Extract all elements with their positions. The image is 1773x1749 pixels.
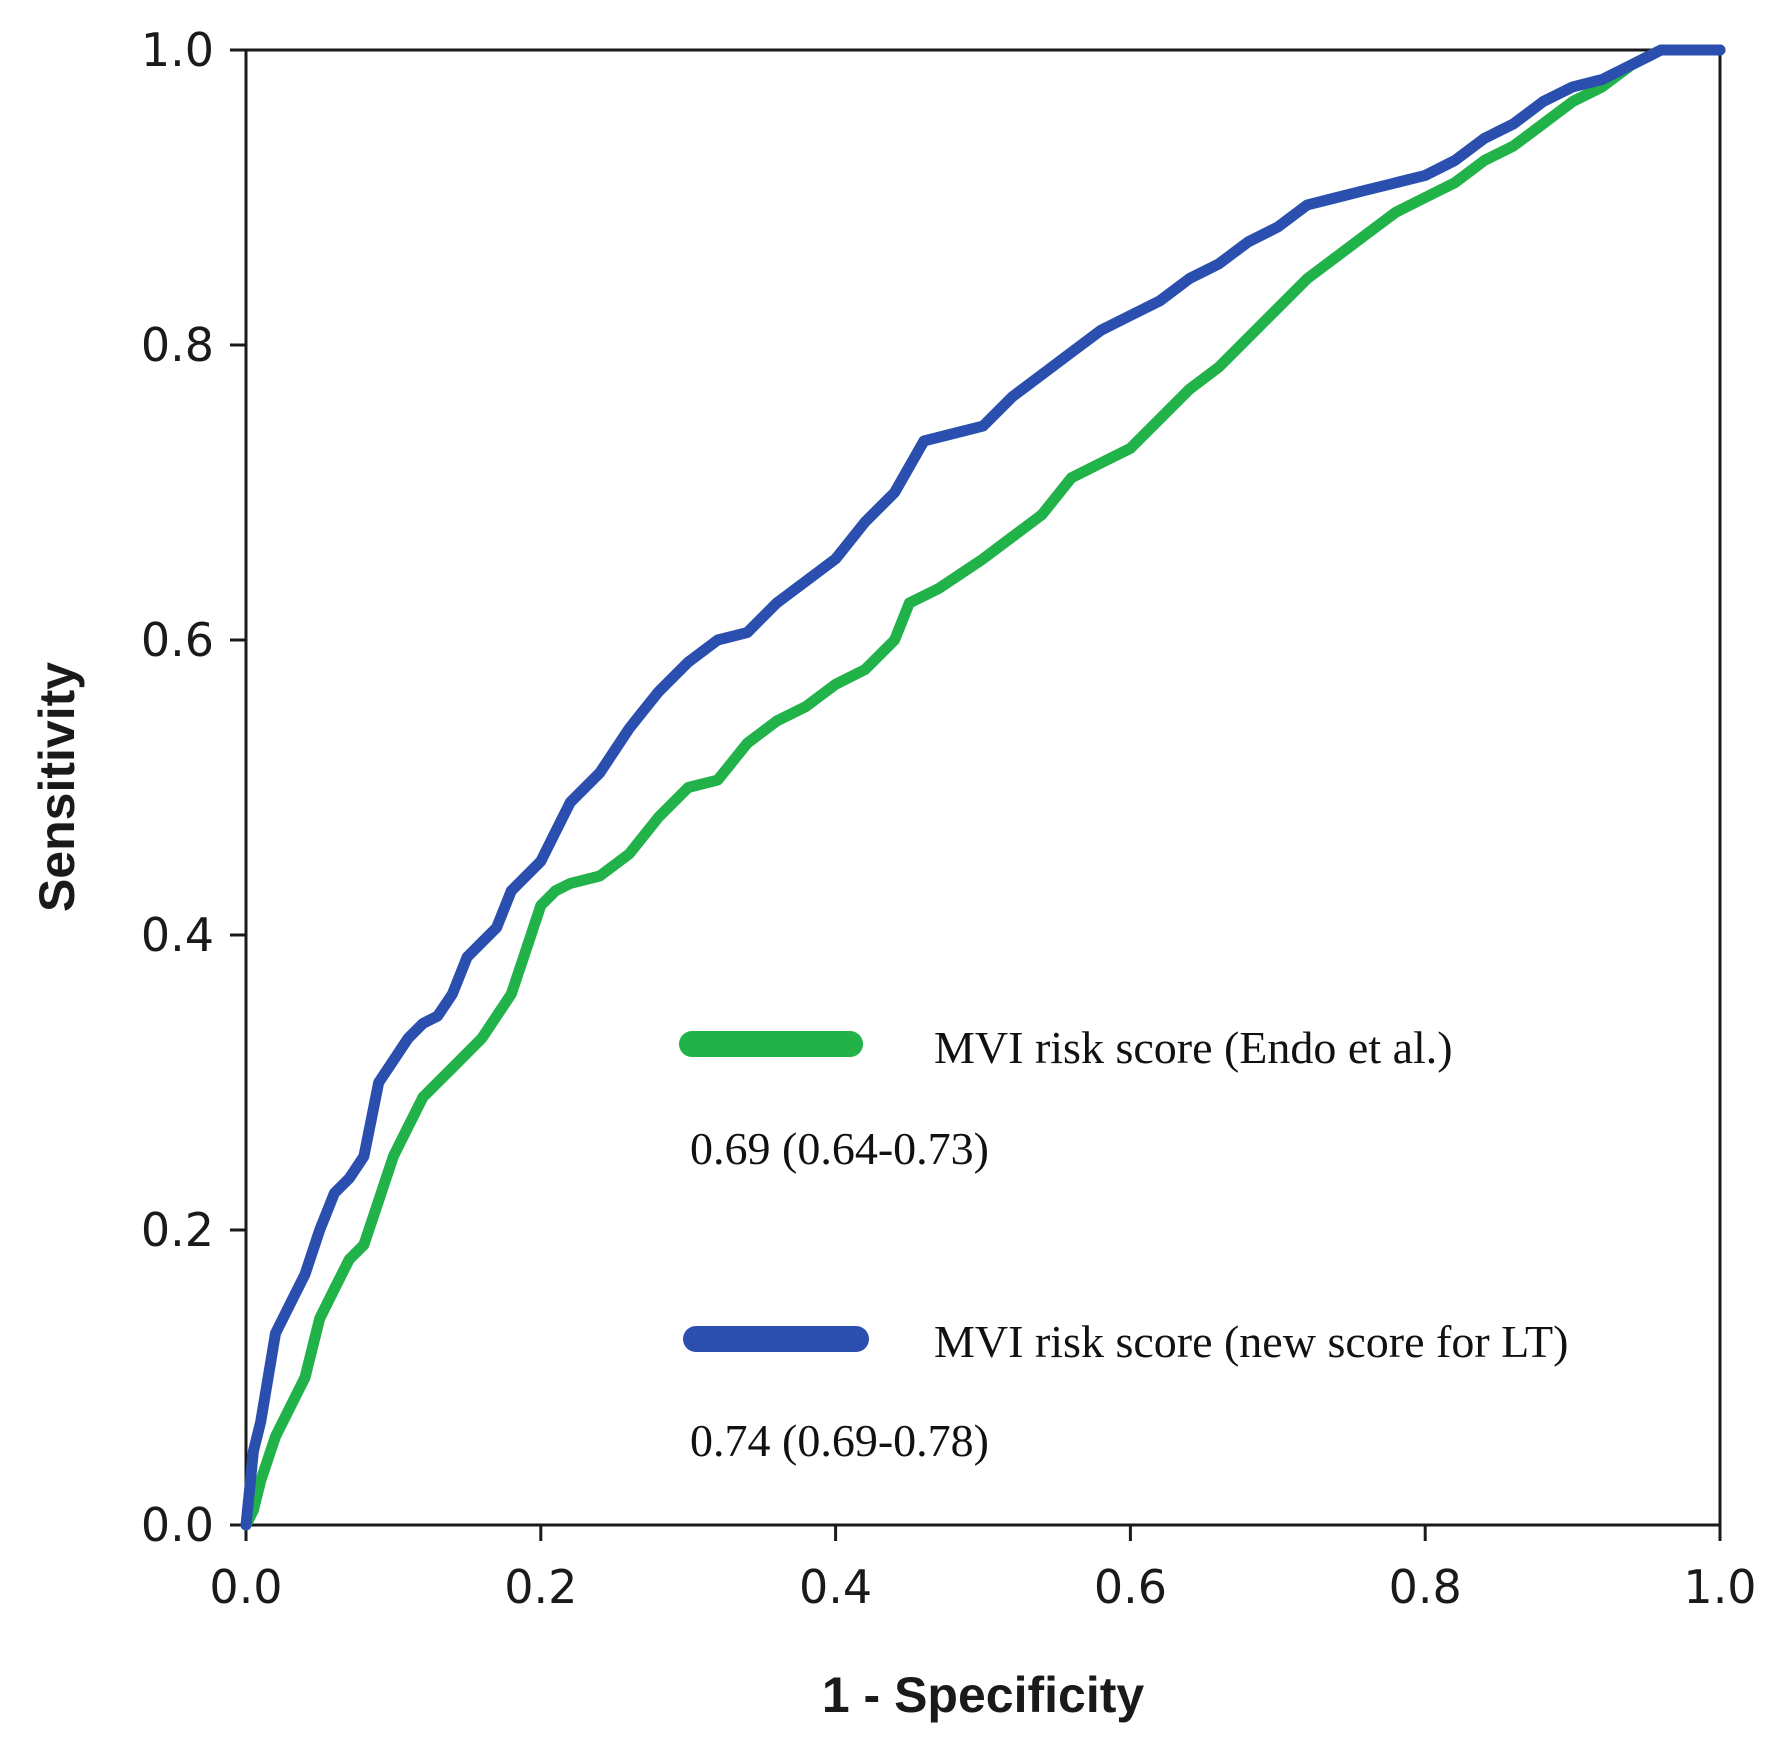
legend-label-endo: MVI risk score (Endo et al.)	[934, 1022, 1453, 1073]
x-tick-label: 0.0	[209, 1560, 282, 1614]
legend-label-new-lt: MVI risk score (new score for LT)	[934, 1316, 1568, 1367]
y-axis-ticks: 0.0 0.2 0.4 0.6 0.8 1.0	[141, 23, 246, 1552]
legend-auc-endo: 0.69 (0.64-0.73)	[690, 1123, 989, 1174]
roc-curve-endo	[240, 44, 1726, 1531]
y-axis-title: Sensitivity	[29, 662, 85, 912]
legend: MVI risk score (Endo et al.) 0.69 (0.64-…	[679, 1022, 1568, 1466]
y-tick-label: 0.2	[141, 1203, 214, 1257]
y-tick-label: 0.8	[141, 318, 214, 372]
series-layer	[240, 44, 1726, 1531]
legend-auc-new-lt: 0.74 (0.69-0.78)	[690, 1415, 989, 1466]
y-tick-label: 0.0	[141, 1498, 214, 1552]
y-tick-label: 1.0	[141, 23, 214, 77]
y-tick-label: 0.6	[141, 613, 214, 667]
x-tick-label: 1.0	[1683, 1560, 1756, 1614]
x-axis-title: 1 - Specificity	[822, 1667, 1145, 1723]
x-axis-ticks: 0.0 0.2 0.4 0.6 0.8 1.0	[209, 1525, 1757, 1614]
x-tick-label: 0.8	[1389, 1560, 1462, 1614]
roc-curve-new-lt	[240, 44, 1726, 1531]
x-tick-label: 0.6	[1094, 1560, 1167, 1614]
y-tick-label: 0.4	[141, 908, 214, 962]
x-tick-label: 0.4	[799, 1560, 872, 1614]
x-tick-label: 0.2	[504, 1560, 577, 1614]
plot-frame	[244, 48, 1722, 1527]
